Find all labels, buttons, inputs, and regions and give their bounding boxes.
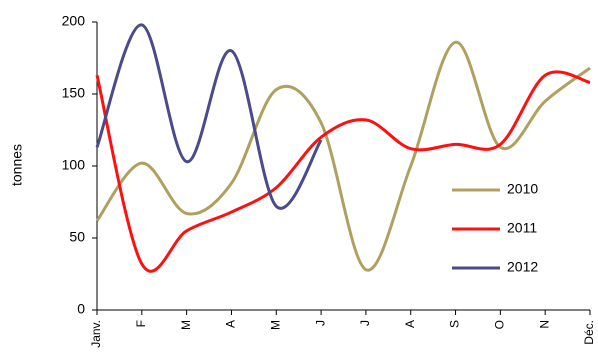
x-tick-label: O [493, 320, 507, 329]
legend-label: 2012 [507, 259, 538, 275]
legend-label: 2011 [507, 220, 537, 236]
x-tick-label: Déc. [582, 320, 596, 345]
y-tick-label: 150 [62, 85, 86, 101]
x-tick-label: Janv. [89, 320, 103, 348]
x-tick-label: F [134, 320, 148, 327]
y-axis-label: tonnes [9, 144, 25, 186]
series-line [95, 23, 323, 210]
x-tick-label: A [224, 320, 238, 328]
y-tick-label: 100 [62, 157, 86, 173]
y-tick-label: 200 [62, 13, 86, 29]
x-tick-label: J [358, 320, 372, 326]
x-tick-label: M [268, 320, 282, 330]
x-tick-label: M [179, 320, 193, 330]
series-line [95, 70, 591, 273]
y-tick-label: 0 [77, 301, 85, 317]
legend-label: 2010 [507, 181, 538, 197]
series-line [95, 40, 591, 272]
x-tick-label: N [537, 320, 551, 329]
x-tick-label: S [448, 320, 462, 328]
y-tick-label: 50 [69, 229, 85, 245]
x-tick-label: J [313, 320, 327, 326]
x-tick-label: A [403, 320, 417, 328]
